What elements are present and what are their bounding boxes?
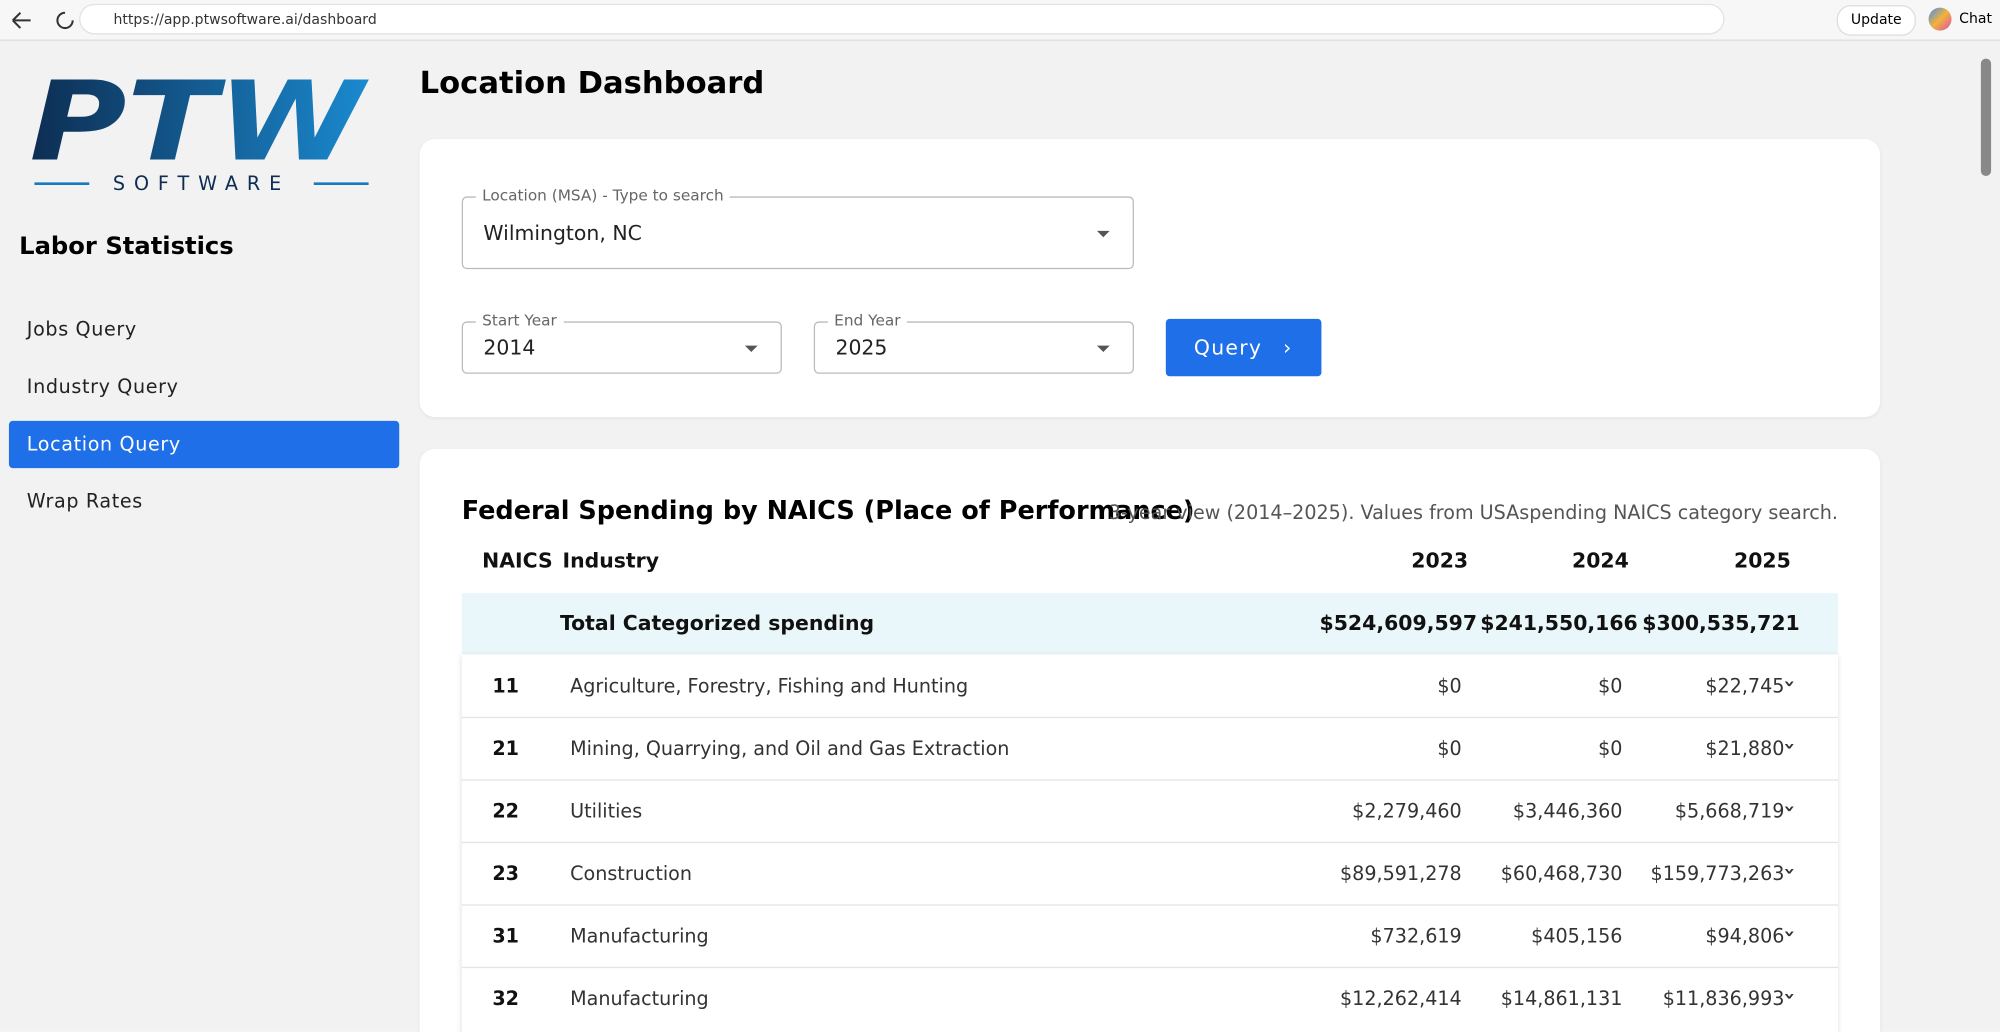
amount: $94,806 — [1705, 924, 1785, 948]
industry-name: Mining, Quarrying, and Oil and Gas Extra… — [570, 737, 1010, 761]
update-button[interactable]: Update — [1836, 5, 1916, 36]
amount: $12,262,414 — [1340, 987, 1462, 1011]
form-card: Location (MSA) - Type to search Wilmingt… — [419, 139, 1881, 418]
industry-name: Manufacturing — [570, 987, 709, 1011]
total-value: $524,609,597 — [1319, 610, 1478, 636]
nav-item[interactable]: Jobs Query — [26, 317, 137, 341]
industry-name: Agriculture, Forestry, Fishing and Hunti… — [570, 674, 969, 698]
column-header: 2024 — [1572, 548, 1629, 573]
sidebar-heading: Labor Statistics — [19, 232, 234, 261]
expand-chevron[interactable]: › — [1778, 929, 1802, 938]
nav-item[interactable]: Wrap Rates — [26, 489, 143, 513]
chat-icon[interactable] — [1928, 7, 1952, 31]
naics-code: 31 — [492, 924, 519, 948]
row-divider — [461, 779, 1839, 781]
amount: $0 — [1598, 737, 1623, 761]
amount: $3,446,360 — [1512, 799, 1623, 823]
expand-chevron[interactable]: › — [1778, 867, 1802, 876]
logo-subtext: SOFTWARE — [113, 172, 290, 195]
naics-code: 21 — [492, 737, 519, 761]
query-button[interactable]: Query › — [1165, 318, 1322, 377]
amount: $11,836,993 — [1662, 987, 1785, 1011]
field-label: Start Year — [475, 311, 564, 330]
amount: $2,279,460 — [1352, 799, 1462, 823]
chat-label[interactable]: Chat — [1959, 10, 1992, 27]
amount: $60,468,730 — [1500, 862, 1623, 886]
address-bar[interactable]: https://app.ptwsoftware.ai/dashboard — [79, 3, 1725, 35]
expand-chevron[interactable]: › — [1778, 804, 1802, 813]
industry-name: Construction — [570, 862, 692, 886]
amount: $732,619 — [1370, 924, 1462, 948]
industry-name: Manufacturing — [570, 924, 709, 948]
expand-chevron[interactable]: › — [1778, 679, 1802, 688]
table-title: Federal Spending by NAICS (Place of Perf… — [461, 494, 1195, 526]
button-label[interactable]: Query — [1193, 335, 1263, 360]
field-value: Wilmington, NC — [483, 220, 642, 245]
row-divider — [461, 841, 1839, 844]
expand-chevron[interactable]: › — [1778, 992, 1802, 1001]
column-header: 2023 — [1411, 548, 1469, 573]
end-year-field[interactable]: End Year 2025 — [813, 311, 1134, 374]
location-field[interactable]: Location (MSA) - Type to search Wilmingt… — [461, 186, 1134, 270]
naics-code: 32 — [492, 987, 519, 1011]
scrollbar[interactable] — [1980, 58, 1992, 177]
naics-code: 23 — [492, 862, 519, 886]
field-label: End Year — [827, 311, 907, 330]
nav-buttons[interactable] — [8, 8, 97, 34]
page-title: Location Dashboard — [419, 65, 765, 101]
total-value: $241,550,166 — [1480, 610, 1638, 636]
row-divider — [461, 904, 1839, 906]
amount: $159,773,263 — [1650, 862, 1785, 886]
naics-code: 11 — [492, 674, 519, 698]
column-header: NAICS — [482, 548, 553, 573]
amount: $14,861,131 — [1500, 987, 1623, 1011]
browser-bar: https://app.ptwsoftware.ai/dashboard Upd… — [0, 0, 2000, 41]
row-divider — [461, 966, 1839, 969]
amount: $21,880 — [1705, 737, 1785, 761]
amount: $5,668,719 — [1674, 799, 1785, 823]
field-value: 2014 — [483, 335, 536, 360]
amount: $0 — [1598, 674, 1623, 698]
nav-item[interactable]: Industry Query — [26, 374, 179, 398]
field-label: Location (MSA) - Type to search — [475, 186, 731, 205]
row-divider — [461, 716, 1839, 719]
amount: $89,591,278 — [1340, 862, 1462, 886]
total-row — [461, 593, 1839, 655]
logo-text: PTW — [31, 70, 370, 185]
table-card: Federal Spending by NAICS (Place of Perf… — [419, 448, 1881, 1032]
industry-name: Utilities — [570, 799, 643, 823]
amount: $405,156 — [1531, 924, 1623, 948]
column-header: Industry — [562, 548, 660, 573]
total-value: $300,535,721 — [1642, 610, 1800, 636]
start-year-field[interactable]: Start Year 2014 — [461, 311, 782, 374]
amount: $0 — [1437, 674, 1462, 698]
table-note: 3-year view (2014–2025). Values from USA… — [1108, 501, 1839, 525]
total-label: Total Categorized spending — [559, 610, 875, 636]
naics-code: 22 — [492, 799, 519, 823]
logo: PTW SOFTWARE — [31, 70, 370, 195]
nav-item[interactable]: Location Query — [8, 420, 400, 469]
amount: $0 — [1437, 737, 1462, 761]
field-value: 2025 — [835, 335, 888, 360]
amount: $22,745 — [1705, 674, 1785, 698]
expand-chevron[interactable]: › — [1778, 742, 1802, 751]
column-header: 2025 — [1734, 548, 1791, 573]
